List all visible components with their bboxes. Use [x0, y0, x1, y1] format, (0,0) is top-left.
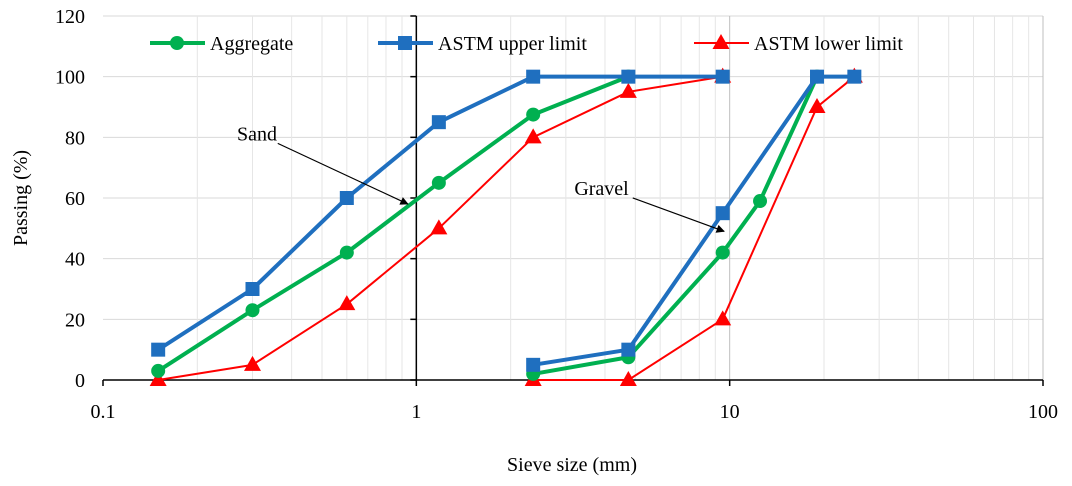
astm-upper-limit-point: [621, 69, 636, 84]
annotation-layer: Sand Gravel: [237, 123, 725, 233]
astm-lower-limit-point: [619, 371, 637, 386]
astm-lower-limit-point: [619, 82, 637, 98]
astm-lower-limit-point: [430, 219, 448, 235]
astm-upper-limit-point: [526, 69, 541, 84]
astm-lower-limit-legend-marker: [712, 34, 730, 49]
y-tick-label: 40: [65, 249, 85, 271]
y-tick-label: 100: [55, 67, 85, 89]
x-tick-label: 1: [411, 401, 421, 423]
aggregate-point: [526, 107, 541, 122]
astm-lower-limit-point: [808, 98, 826, 113]
aggregate-legend-marker: [170, 36, 184, 50]
aggregate-point: [715, 245, 730, 260]
astm-upper-limit-legend-label: ASTM upper limit: [438, 33, 587, 55]
astm-upper-limit-point: [431, 115, 446, 130]
astm-upper-limit-point: [715, 206, 730, 221]
legend: Aggregate ASTM upper limit ASTM lower limi…: [150, 33, 903, 55]
aggregate-line: [157, 74, 630, 373]
astm-upper-limit-point: [621, 342, 636, 357]
astm-upper-limit-point: [526, 357, 541, 372]
aggregate-point: [431, 175, 446, 190]
astm-upper-limit-point: [847, 69, 862, 84]
astm-upper-limit-point: [339, 191, 354, 205]
aggregate-point: [151, 363, 166, 378]
astm-upper-limit-point: [810, 69, 825, 84]
gravel-annotation-arrow: [632, 197, 725, 233]
gravel-annotation-label: Gravel: [574, 178, 629, 200]
x-tick-label: 10: [720, 401, 740, 423]
series-layer: [149, 67, 863, 386]
x-tick-label: 100: [1028, 401, 1058, 423]
astm-lower-limit-point: [524, 128, 542, 144]
y-tick-label: 80: [65, 127, 85, 149]
astm-upper-limit-legend-marker: [398, 36, 412, 50]
x-axis-title: Sieve size (mm): [507, 454, 637, 476]
astm-lower-limit-point: [714, 310, 732, 326]
aggregate-point: [245, 303, 260, 318]
aggregate-line: [532, 75, 819, 376]
y-tick-label: 60: [65, 188, 85, 210]
astm-lower-limit-point: [338, 295, 356, 311]
grid-layer: [103, 15, 1044, 380]
astm-upper-limit-point: [715, 69, 730, 84]
y-tick-label: 20: [65, 309, 85, 331]
y-axis-title: Passing (%): [10, 150, 32, 246]
sand-annotation-label: Sand: [237, 123, 277, 145]
aggregate-point: [753, 194, 768, 209]
y-tick-label: 0: [75, 370, 85, 392]
aggregate-point: [339, 245, 354, 260]
y-tick-label: 120: [55, 6, 85, 28]
astm-lower-limit-line: [533, 75, 855, 381]
aggregate-legend-label: Aggregate: [210, 33, 293, 55]
astm-upper-limit-point: [245, 282, 260, 296]
x-tick-label: 0.1: [91, 401, 116, 423]
astm-lower-limit-legend-label: ASTM lower limit: [754, 33, 903, 55]
astm-upper-limit-point: [151, 342, 166, 357]
sand-annotation-arrow: [277, 142, 409, 205]
astm-lower-limit-point: [243, 355, 261, 371]
astm-lower-limit-point: [149, 371, 167, 386]
